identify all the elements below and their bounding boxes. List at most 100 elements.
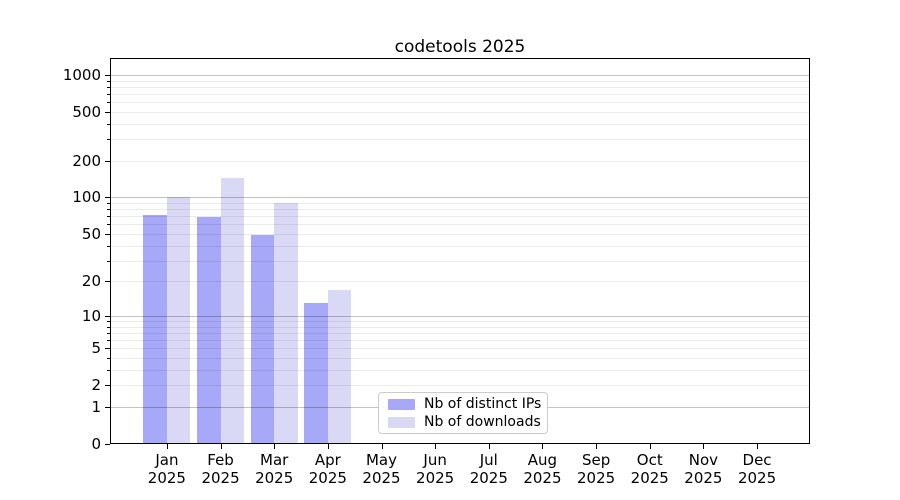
legend-swatch-downloads-icon [388,416,415,428]
y-axis-minor-tick [107,224,110,226]
bar-downloads [274,203,298,443]
y-axis-minor-tick [107,203,110,205]
legend-entry-downloads: Nb of downloads [388,413,541,430]
y-axis-tick-label: 5 [91,339,101,358]
y-axis-tick [105,385,110,387]
y-axis-tick-label: 10 [81,306,101,325]
y-axis-tick [105,315,110,317]
x-axis-tick-label: Aug 2025 [523,451,562,487]
gridline [110,139,810,141]
gridline [110,203,810,205]
y-axis-minor-tick [107,245,110,247]
x-axis-tick [596,444,598,449]
x-axis-tick-label: Jun 2025 [416,451,455,487]
x-axis-tick [757,444,759,449]
gridline [110,245,810,247]
y-axis-minor-tick [107,216,110,218]
gridline [110,321,810,322]
y-axis-tick [105,160,110,162]
gridline [110,80,810,82]
gridline [110,281,810,283]
gridline [110,209,810,211]
legend-label-distinct-ips: Nb of distinct IPs [424,395,542,412]
x-axis-tick [703,444,705,449]
legend: Nb of distinct IPs Nb of downloads [378,392,548,434]
bar-downloads [166,197,191,443]
x-axis-tick-label: Oct 2025 [630,451,669,487]
bar-distinct-ips [250,235,275,443]
gridline [110,74,810,76]
y-axis-minor-tick [107,139,110,141]
gridline [110,197,810,199]
x-axis-tick-label: Feb 2025 [201,451,240,487]
y-axis-tick-label: 50 [81,224,101,243]
x-axis-tick [435,444,437,449]
x-axis-tick-label: Jan 2025 [147,451,186,487]
y-axis-tick [105,233,110,235]
bar-downloads [220,177,245,443]
x-axis-tick [542,444,544,449]
y-axis-tick [105,74,110,76]
chart-title: codetools 2025 [394,37,526,57]
gridline [110,233,810,235]
legend-entry-distinct-ips: Nb of distinct IPs [388,395,542,412]
x-axis-tick-label: Jul 2025 [469,451,508,487]
x-axis-tick [327,444,329,449]
y-axis-minor-tick [107,86,110,88]
y-axis-minor-tick [107,93,110,95]
x-axis-tick [274,444,276,449]
gridline [110,340,810,342]
gridline [110,86,810,88]
y-axis-tick-label: 2 [91,376,101,395]
y-axis-tick [105,281,110,283]
bar-distinct-ips [197,217,221,443]
gridline [110,224,810,226]
gridline [110,326,810,328]
y-axis-tick [105,406,110,408]
y-axis-minor-tick [107,80,110,82]
gridline [110,93,810,95]
x-axis-tick-label: Sep 2025 [577,451,616,487]
y-axis-minor-tick [107,340,110,342]
y-axis-tick-label: 100 [72,188,101,207]
y-axis-tick-label: 20 [81,272,101,291]
gridline [110,369,810,371]
y-axis-tick [105,111,110,113]
x-axis-tick-label: Dec 2025 [737,451,777,487]
x-axis-tick [166,444,168,449]
y-axis-tick-label: 200 [72,151,101,170]
y-axis-tick [105,197,110,199]
y-axis-minor-tick [107,369,110,371]
gridline [110,385,810,387]
gridline [110,111,810,113]
gridline [110,160,810,162]
y-axis-tick-label: 0 [91,435,101,453]
y-axis-minor-tick [107,209,110,211]
y-axis-minor-tick [107,358,110,360]
x-axis-tick [649,444,651,449]
y-axis-minor-tick [107,123,110,125]
x-axis-tick-label: Mar 2025 [255,451,294,487]
y-axis-minor-tick [107,332,110,334]
bar-downloads [327,289,352,443]
gridline [110,102,810,104]
x-axis-tick-label: Nov 2025 [684,451,723,487]
y-axis-tick-label: 500 [72,102,101,121]
y-axis-tick [105,444,110,445]
y-axis-minor-tick [107,326,110,328]
x-axis-tick [381,444,383,449]
gridline [110,348,810,350]
legend-label-downloads: Nb of downloads [424,413,541,430]
y-axis-tick-label: 1000 [62,65,101,84]
legend-swatch-distinct-ips-icon [388,398,415,410]
y-axis-minor-tick [107,260,110,262]
gridline [110,260,810,262]
x-axis-tick-label: May 2025 [362,451,401,487]
y-axis-minor-tick [107,321,110,322]
x-axis-tick-label: Apr 2025 [308,451,347,487]
gridline [110,332,810,334]
gridline [110,123,810,125]
x-axis-tick [220,444,222,449]
x-axis-tick [488,444,490,449]
bar-distinct-ips [304,303,328,443]
